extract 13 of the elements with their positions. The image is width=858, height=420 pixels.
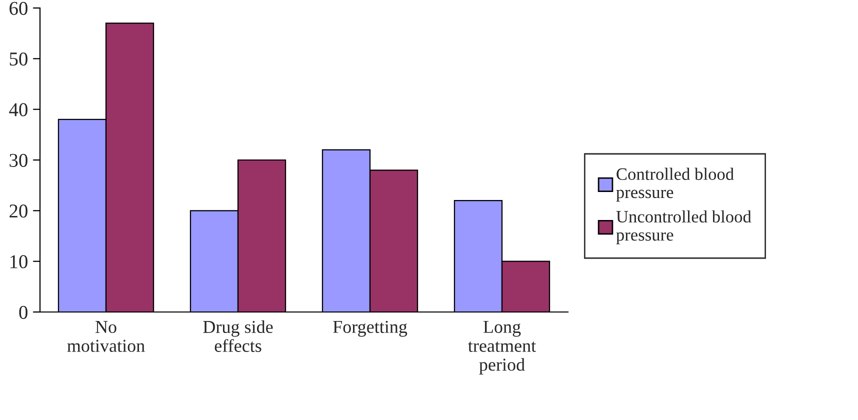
legend-label: Uncontrolled blood pressure [616, 210, 752, 244]
y-tick-label: 40 [9, 103, 28, 116]
y-tick-label: 20 [10, 204, 28, 218]
y-tick-label: 10 [10, 255, 28, 268]
x-tick-label: Drug side effects [203, 320, 273, 352]
x-tick-label: No motivation [67, 321, 145, 352]
y-tick-label: 50 [10, 52, 28, 66]
x-tick-label: Long treatment period [468, 320, 536, 374]
legend-label: Controlled blood pressure [616, 168, 734, 202]
x-tick-label: Forgetting [333, 320, 408, 337]
y-tick-label: 0 [19, 306, 28, 319]
y-tick-label: 60 [10, 2, 28, 15]
y-tick-label: 30 [10, 154, 28, 167]
